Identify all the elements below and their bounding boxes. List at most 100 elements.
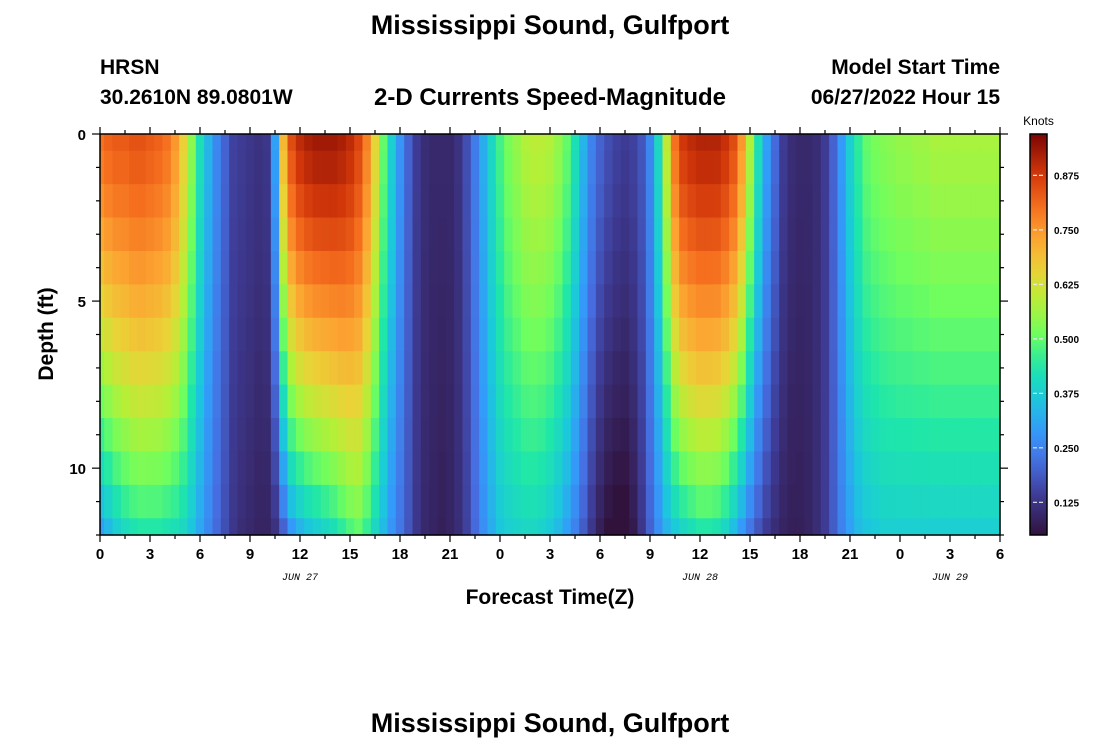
heatmap-cell	[962, 217, 972, 252]
heatmap-cell	[554, 518, 564, 536]
heatmap-cell	[745, 184, 755, 219]
heatmap-cell	[270, 351, 280, 386]
heatmap-cell	[687, 250, 697, 285]
heatmap-cell	[737, 250, 747, 285]
heatmap-cell	[679, 351, 689, 386]
heatmap-cell	[570, 451, 580, 486]
heatmap-cell	[262, 317, 272, 352]
heatmap-cell	[912, 451, 922, 486]
heatmap-cell	[304, 484, 314, 519]
heatmap-cell	[704, 451, 714, 486]
heatmap-cell	[979, 484, 989, 519]
heatmap-cell	[987, 451, 997, 486]
heatmap-cell	[804, 384, 814, 419]
heatmap-cell	[487, 451, 497, 486]
heatmap-cell	[695, 418, 705, 453]
heatmap-cell	[829, 484, 839, 519]
heatmap-cell	[362, 217, 372, 252]
heatmap-cell	[545, 484, 555, 519]
heatmap-cell	[145, 451, 155, 486]
heatmap-cell	[287, 217, 297, 252]
heatmap-cell	[529, 150, 539, 185]
heatmap-cell	[970, 150, 980, 185]
heatmap-cell	[879, 184, 889, 219]
x-tick-label: 6	[596, 546, 604, 563]
heatmap-cell	[362, 184, 372, 219]
heatmap-cell	[145, 134, 155, 152]
colorbar-tick-label: 0.625	[1054, 280, 1079, 291]
heatmap-cell	[904, 317, 914, 352]
heatmap-cell	[670, 451, 680, 486]
heatmap-cell	[537, 317, 547, 352]
heatmap-cell	[820, 217, 830, 252]
heatmap-cell	[929, 451, 939, 486]
heatmap-cell	[920, 351, 930, 386]
heatmap-cell	[962, 484, 972, 519]
heatmap-cell	[462, 518, 472, 536]
heatmap-cell	[620, 134, 630, 152]
heatmap-cell	[395, 484, 405, 519]
heatmap-cell	[704, 184, 714, 219]
heatmap-cell	[254, 484, 264, 519]
heatmap-cell	[495, 150, 505, 185]
heatmap-cell	[920, 518, 930, 536]
heatmap-cell	[737, 150, 747, 185]
heatmap-cell	[654, 284, 664, 319]
heatmap-cell	[570, 250, 580, 285]
heatmap-cell	[779, 217, 789, 252]
heatmap-cell	[462, 250, 472, 285]
heatmap-cell	[720, 184, 730, 219]
heatmap-cell	[987, 150, 997, 185]
heatmap-cell	[962, 250, 972, 285]
heatmap-cell	[845, 418, 855, 453]
heatmap-cell	[795, 250, 805, 285]
heatmap-cell	[970, 384, 980, 419]
heatmap-cell	[312, 184, 322, 219]
heatmap-cell	[754, 351, 764, 386]
heatmap-cell	[529, 451, 539, 486]
heatmap-cell	[720, 134, 730, 152]
heatmap-cell	[579, 418, 589, 453]
heatmap-cell	[329, 418, 339, 453]
heatmap-cell	[337, 418, 347, 453]
heatmap-cell	[512, 250, 522, 285]
heatmap-cell	[554, 317, 564, 352]
heatmap-cell	[912, 284, 922, 319]
heatmap-cell	[254, 250, 264, 285]
heatmap-cell	[920, 484, 930, 519]
heatmap-cell	[187, 134, 197, 152]
x-tick-label: 21	[442, 546, 459, 563]
heatmap-cell	[604, 317, 614, 352]
heatmap-cell	[279, 484, 289, 519]
heatmap-cell	[112, 484, 122, 519]
heatmap-cell	[554, 384, 564, 419]
heatmap-cell	[104, 184, 114, 219]
colorbar-tick-label: 0.250	[1054, 444, 1079, 455]
heatmap-cell	[362, 317, 372, 352]
heatmap-cell	[729, 150, 739, 185]
heatmap-cell	[129, 418, 139, 453]
heatmap-cell	[454, 284, 464, 319]
heatmap-cell	[820, 184, 830, 219]
heatmap-cell	[954, 134, 964, 152]
heatmap-cell	[212, 384, 222, 419]
heatmap-cell	[570, 518, 580, 536]
heatmap-cell	[720, 284, 730, 319]
heatmap-cell	[612, 284, 622, 319]
heatmap-cell	[370, 351, 380, 386]
heatmap-cell	[612, 150, 622, 185]
heatmap-cell	[587, 284, 597, 319]
heatmap-cell	[129, 184, 139, 219]
heatmap-cell	[479, 384, 489, 419]
heatmap-cell	[687, 150, 697, 185]
heatmap-cell	[795, 418, 805, 453]
heatmap-cell	[412, 418, 422, 453]
heatmap-cell	[612, 217, 622, 252]
heatmap-cell	[229, 217, 239, 252]
heatmap-cell	[379, 384, 389, 419]
heatmap-cell	[104, 451, 114, 486]
heatmap-cell	[654, 384, 664, 419]
heatmap-cell	[404, 484, 414, 519]
heatmap-cell	[179, 284, 189, 319]
heatmap-cell	[420, 351, 430, 386]
